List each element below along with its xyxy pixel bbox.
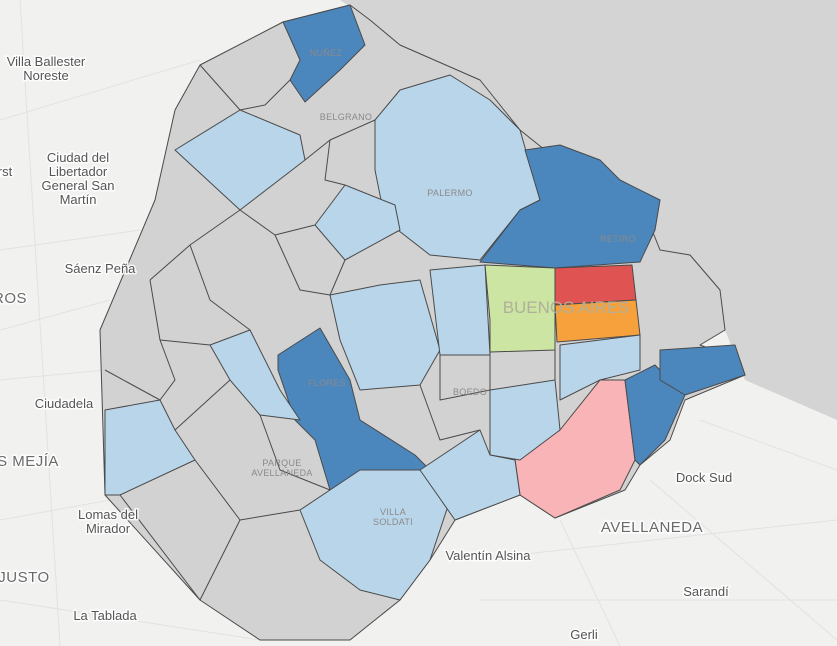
district [174,109,306,211]
place-label: JUSTO [0,569,50,586]
place-label: S MEJÍA [0,453,59,470]
place-label: BOEDO [453,387,487,397]
place-label: BUENOS AIRES [503,298,630,317]
place-label: La Tablada [73,608,137,623]
place-label: FLORES [308,378,346,388]
place-label: RETIRO [600,234,636,244]
district [429,264,491,356]
district [489,379,561,461]
district [659,344,746,396]
place-label: rst [0,164,13,179]
place-label: PARQUE [262,458,301,468]
place-label: Noreste [23,68,69,83]
place-label: PALERMO [427,188,472,198]
district [282,4,366,103]
district [484,264,556,353]
place-label: Sarandí [683,584,729,599]
place-label: Ciudad del [47,150,109,165]
place-label: NUÑEZ [310,48,343,58]
place-label: Villa Ballester [7,54,86,69]
place-label: AVELLANEDA [251,468,312,478]
place-label: Ciudadela [35,396,94,411]
district [329,279,441,391]
district-borders [104,64,556,601]
place-label: VILLA [380,507,406,517]
place-label: Gerli [570,627,598,642]
place-label: Martín [60,192,97,207]
place-label: Sáenz Peña [65,261,137,276]
district [299,469,451,601]
place-label: Lomas del [78,507,138,522]
place-label: Dock Sud [676,470,732,485]
place-label: BELGRANO [320,112,372,122]
district [559,334,641,401]
place-label: ROS [0,290,27,307]
place-label: Mirador [86,521,131,536]
district [624,364,686,466]
city-districts [99,4,746,641]
place-label: General San [42,178,115,193]
place-label: Valentín Alsina [445,548,531,563]
place-label: AVELLANEDA [601,519,703,536]
district [314,184,401,261]
place-label: SOLDATI [373,517,413,527]
district [479,144,661,269]
river [340,0,837,420]
place-label: Libertador [49,164,108,179]
